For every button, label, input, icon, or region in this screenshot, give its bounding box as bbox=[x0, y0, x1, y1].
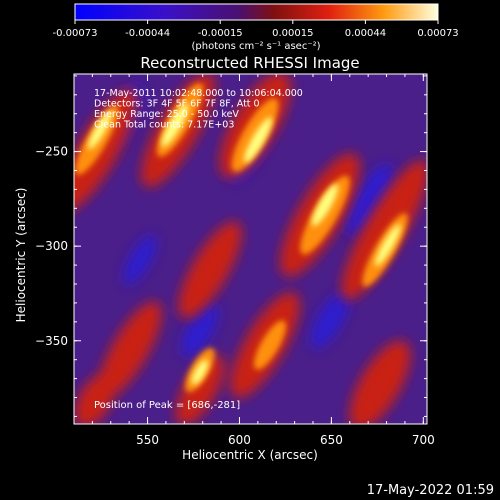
image-info: 17-May-2011 10:02:48.000 to 10:06:04.000… bbox=[94, 88, 303, 131]
image-info-line: Detectors: 3F 4F 5F 6F 7F 8F, Att 0 bbox=[94, 99, 260, 110]
x-tick-label: 550 bbox=[136, 433, 159, 447]
image-info-line: Energy Range: 25.0 - 50.0 keV bbox=[94, 109, 239, 120]
image-frame bbox=[73, 73, 428, 425]
colorbar-tick-labels: -0.00073 -0.00044 -0.00015 0.00015 0.00044 0.… bbox=[53, 28, 459, 39]
colorbar-units: (photons cm⁻² s⁻¹ asec⁻²) bbox=[191, 41, 320, 52]
y-axis-label: Heliocentric Y (arcsec) bbox=[14, 188, 28, 323]
y-tick-label: −300 bbox=[35, 239, 68, 253]
colorbar bbox=[74, 3, 439, 21]
colorbar-tick-label: -0.00015 bbox=[198, 28, 243, 39]
x-axis-ticks: 550 600 650 700 bbox=[73, 74, 435, 447]
y-axis-ticks: −250 −300 −350 bbox=[35, 75, 427, 417]
colorbar-ticks bbox=[74, 20, 439, 24]
colorbar-tick-label: 0.00044 bbox=[345, 28, 386, 39]
image-info-line: Clean Total counts: 7.17E+03 bbox=[94, 120, 234, 131]
x-axis-label: Heliocentric X (arcsec) bbox=[182, 448, 318, 462]
image-info-line: 17-May-2011 10:02:48.000 to 10:06:04.000 bbox=[94, 88, 303, 99]
colorbar-tick-label: 0.00015 bbox=[272, 28, 313, 39]
colorbar-tick-label: 0.00073 bbox=[417, 28, 458, 39]
x-tick-label: 650 bbox=[320, 433, 343, 447]
x-tick-label: 600 bbox=[228, 433, 251, 447]
peak-position-label: Position of Peak = [686,-281] bbox=[94, 400, 240, 411]
image-panel bbox=[74, 74, 427, 424]
image-title: Reconstructed RHESSI Image bbox=[140, 54, 359, 72]
y-tick-label: −250 bbox=[35, 145, 68, 159]
colorbar-tick-label: -0.00044 bbox=[125, 28, 170, 39]
colorbar-tick-label: -0.00073 bbox=[53, 28, 98, 39]
footer-timestamp: 17-May-2022 01:59 bbox=[367, 483, 494, 498]
x-tick-label: 700 bbox=[412, 433, 435, 447]
y-tick-label: −350 bbox=[35, 334, 68, 348]
